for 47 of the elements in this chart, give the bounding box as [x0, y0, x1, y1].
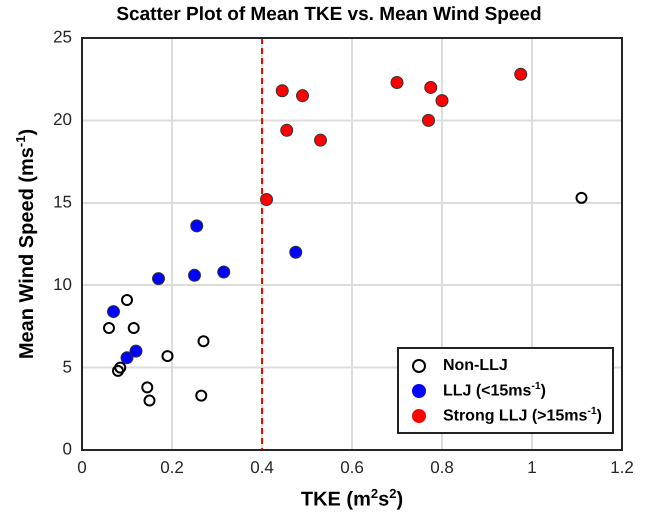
point [260, 193, 273, 206]
chart-title: Scatter Plot of Mean TKE vs. Mean Wind Speed [115, 4, 543, 26]
point [390, 76, 404, 89]
point [162, 350, 174, 362]
point [314, 134, 327, 147]
point [128, 322, 140, 334]
point [121, 294, 133, 306]
point [276, 84, 289, 98]
point [424, 80, 438, 94]
y-tick-label: 10 [53, 274, 72, 294]
point [144, 394, 156, 407]
legend-label: LLJ (<15ms$^{-1}$) [442, 380, 546, 400]
point [107, 305, 120, 318]
y-tick-label: 25 [53, 28, 72, 47]
point [114, 362, 126, 374]
legend-label: Non-LLJ [442, 356, 508, 374]
point [152, 272, 165, 286]
point [514, 68, 528, 81]
x-tick-label: 1.2 [610, 458, 634, 477]
x-tick-label: 0 [77, 458, 87, 477]
point [280, 124, 294, 137]
x-axis-title: TKE (m$^{2}$s$^{2}$) [300, 486, 404, 512]
point [190, 219, 204, 232]
x-tick-label: 0.6 [340, 458, 364, 477]
point [188, 268, 201, 282]
legend-label: Strong LLJ (>15ms$^{-1}$) [442, 406, 602, 426]
point [195, 390, 208, 402]
point [198, 335, 210, 348]
point [289, 246, 302, 259]
y-tick-label: 5 [62, 357, 72, 376]
x-tick-label: 1 [527, 458, 537, 477]
point [103, 322, 115, 334]
x-tick-label: 0.2 [160, 458, 184, 477]
point [436, 94, 448, 108]
point [217, 266, 230, 279]
point [112, 364, 124, 377]
point [422, 114, 435, 127]
y-tick-label: 20 [53, 110, 72, 130]
y-tick-label: 15 [53, 192, 72, 212]
point [120, 351, 134, 364]
point [130, 344, 142, 358]
y-tick-label: 0 [62, 440, 72, 459]
point [576, 192, 588, 204]
x-tick-label: 0.4 [250, 458, 274, 477]
point [296, 89, 309, 102]
point [141, 381, 154, 394]
x-tick-label: 0.8 [430, 458, 454, 477]
